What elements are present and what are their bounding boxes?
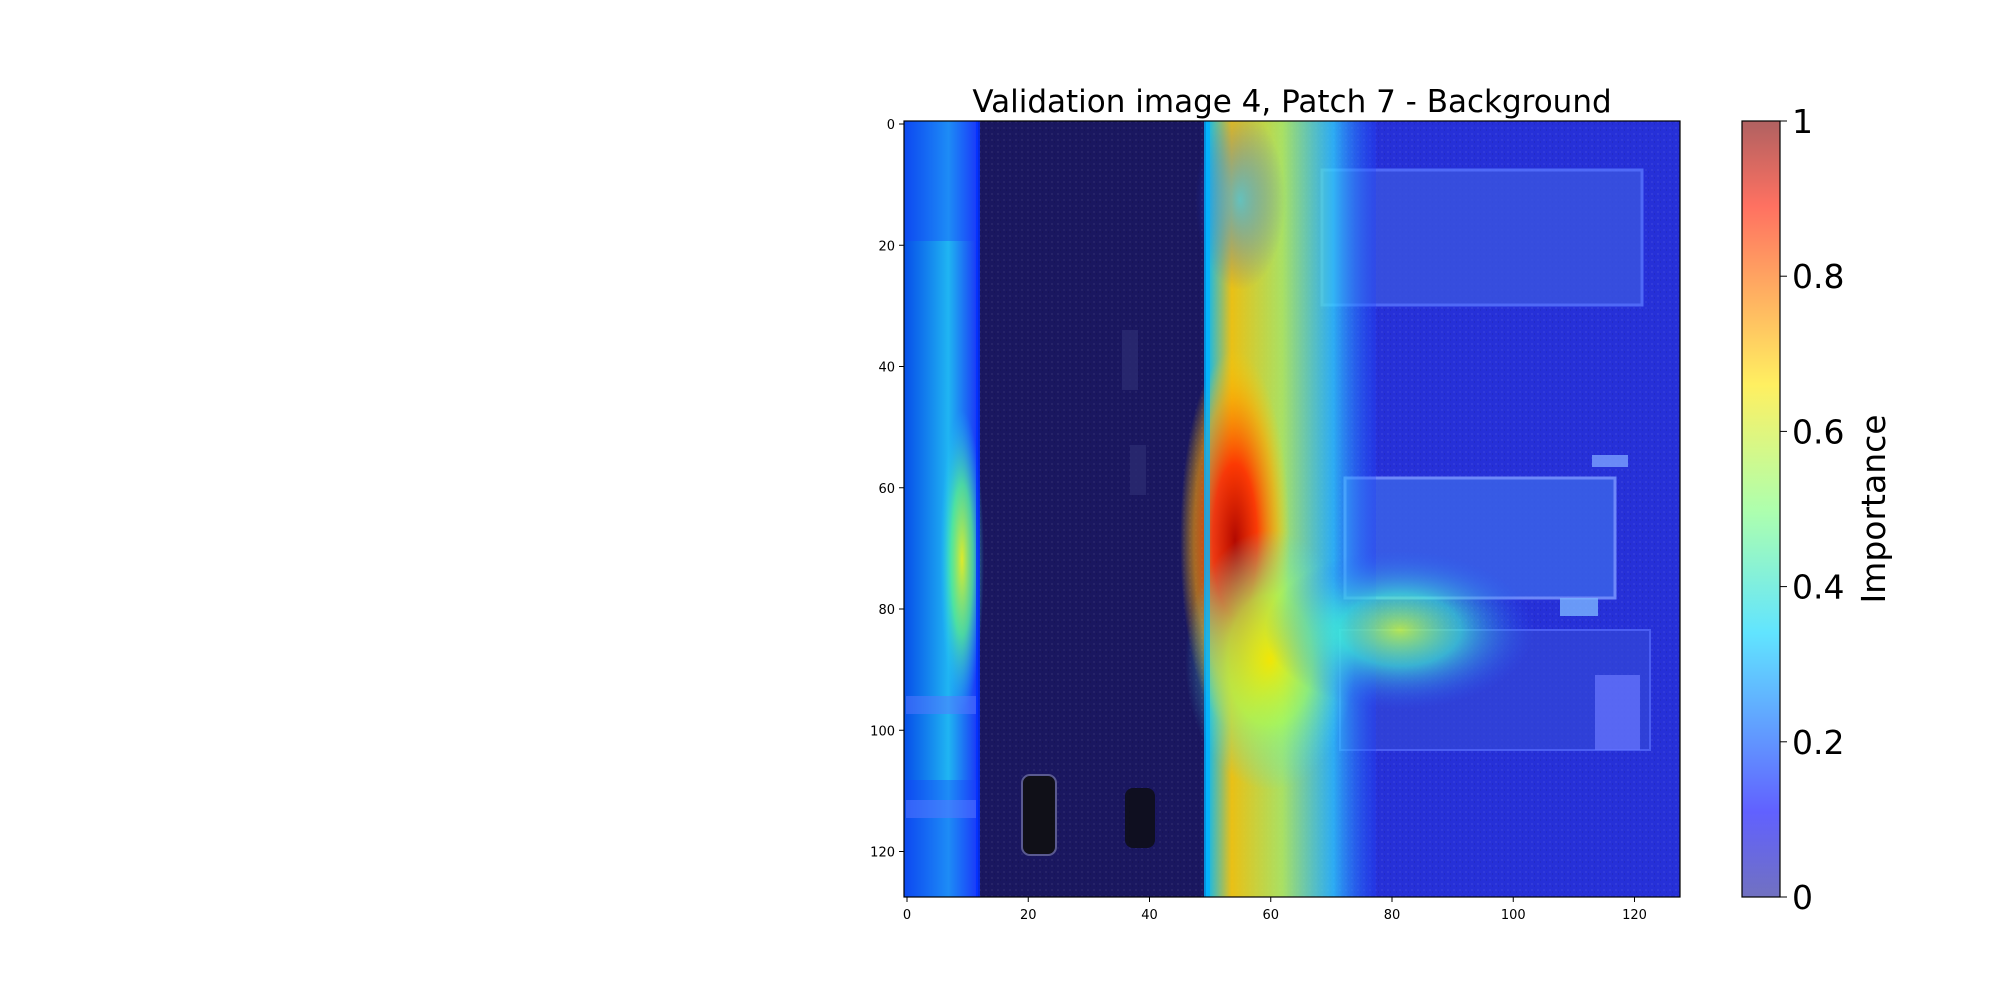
x-tick-label: 120 <box>1622 908 1647 923</box>
colorbar-ticks: 0 0.2 0.4 0.6 0.8 1 <box>1780 102 1844 917</box>
x-tick-label: 20 <box>1020 908 1037 923</box>
car-2 <box>1125 788 1155 848</box>
y-tick-label: 60 <box>878 482 895 497</box>
colorbar-tick-label: 0.6 <box>1792 412 1844 451</box>
left-hotspot <box>940 410 984 710</box>
colorbar-label: Importance <box>1854 414 1893 603</box>
colorbar-tick-label: 0 <box>1792 878 1813 917</box>
colorbar-tick-label: 0.8 <box>1792 257 1844 296</box>
colorbar-frame <box>1741 120 1781 898</box>
colorbar: 0 0.2 0.4 0.6 0.8 1 Importance <box>1741 102 1893 917</box>
y-tick-label: 0 <box>887 118 895 133</box>
colorbar-tick-label: 0.2 <box>1792 723 1844 762</box>
car-1 <box>1021 774 1057 856</box>
plot-frame <box>903 120 1681 898</box>
heatmap-plot <box>904 121 1680 897</box>
x-tick-label: 0 <box>903 908 911 923</box>
y-tick-label: 20 <box>878 239 895 254</box>
x-axis: 0 20 40 60 80 100 120 <box>903 897 1647 923</box>
x-tick-label: 80 <box>1384 908 1401 923</box>
colorbar-tick-label: 1 <box>1792 102 1813 141</box>
y-tick-label: 80 <box>878 603 895 618</box>
y-axis: 0 20 40 60 80 100 120 <box>870 118 904 861</box>
y-tick-label: 120 <box>870 846 895 861</box>
colorbar-gradient <box>1742 121 1780 897</box>
y-tick-label: 100 <box>870 724 895 739</box>
x-tick-label: 100 <box>1501 908 1526 923</box>
chart-title: Validation image 4, Patch 7 - Background <box>972 84 1611 120</box>
y-tick-label: 40 <box>878 361 895 376</box>
colorbar-tick-label: 0.4 <box>1792 568 1844 607</box>
green-hotspot <box>1265 550 1535 710</box>
x-tick-label: 60 <box>1262 908 1279 923</box>
x-tick-label: 40 <box>1141 908 1158 923</box>
